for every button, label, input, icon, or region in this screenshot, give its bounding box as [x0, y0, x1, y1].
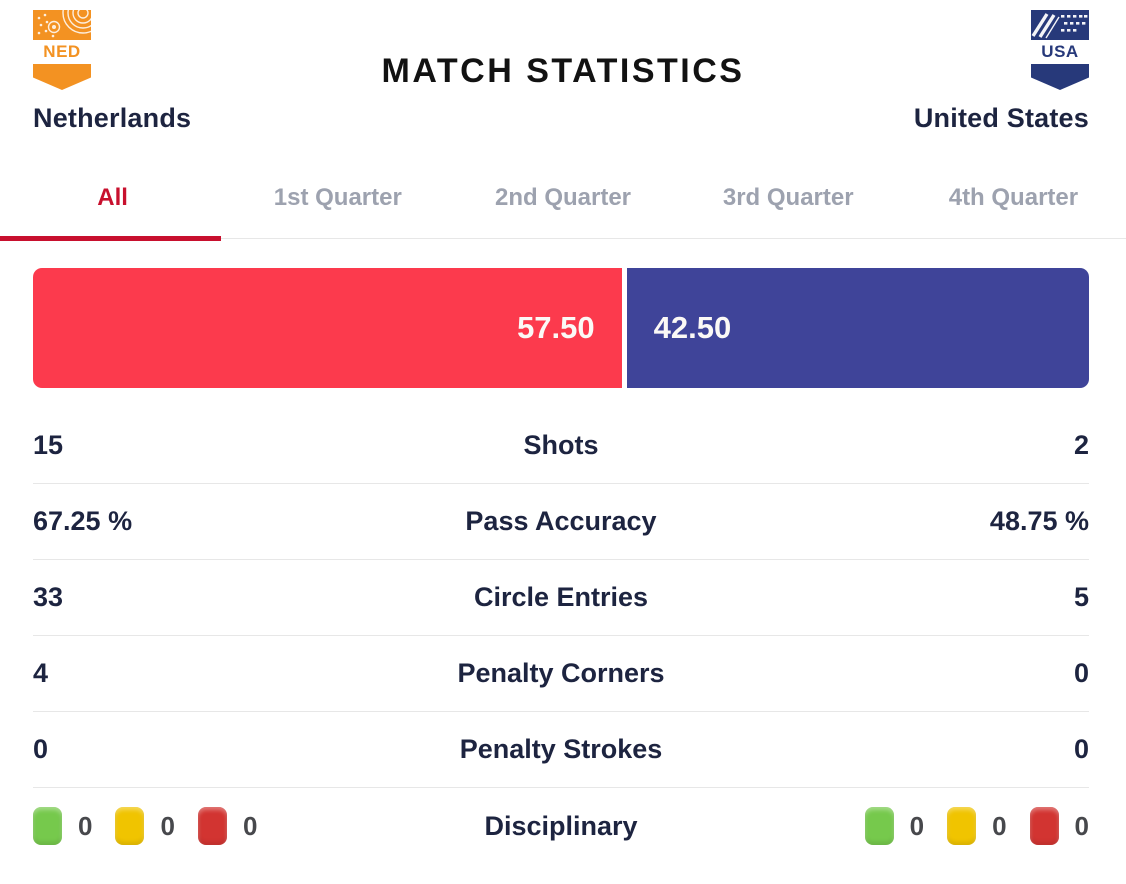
stat-away-value: 0 — [1073, 658, 1089, 688]
usa-badge-ribbon — [1031, 64, 1089, 90]
usa-badge-code: USA — [1031, 40, 1089, 64]
stat-home-value: 33 — [33, 582, 64, 612]
possession-away-segment: 42.50 — [626, 268, 1089, 388]
tab-3rd-quarter[interactable]: 3rd Quarter — [722, 184, 854, 211]
away-team-name: United States — [913, 103, 1089, 133]
away-disciplinary-cards: 0 0 0 — [839, 807, 1089, 845]
stat-away-value: 5 — [1073, 582, 1089, 612]
usa-badge-icon: USA — [1031, 10, 1089, 90]
stat-row-pass-accuracy: 67.25 % Pass Accuracy 48.75 % — [33, 484, 1089, 560]
possession-home-value: 57.50 — [517, 310, 595, 345]
stat-row-penalty-corners: 4 Penalty Corners 0 — [33, 636, 1089, 712]
home-team: NED Netherlands — [33, 10, 191, 134]
yellow-card-icon — [947, 807, 977, 845]
green-card-icon — [864, 807, 894, 845]
home-green-card-pair: 0 — [33, 807, 92, 845]
header: NED Netherlands MATCH STATISTICS — [0, 0, 1126, 140]
usa-badge-pattern — [1031, 10, 1089, 40]
stat-home-value: 4 — [33, 658, 49, 688]
tab-1st-quarter[interactable]: 1st Quarter — [273, 184, 402, 211]
green-card-count: 0 — [909, 810, 925, 841]
stats-list: 15 Shots 2 67.25 % Pass Accuracy 48.75 %… — [33, 408, 1089, 864]
stat-away-value: 48.75 % — [989, 506, 1089, 536]
possession-away-value: 42.50 — [653, 310, 732, 345]
home-disciplinary-cards: 0 0 0 — [33, 807, 283, 845]
possession-home-segment: 57.50 — [33, 268, 622, 388]
tab-2nd-quarter[interactable]: 2nd Quarter — [494, 184, 632, 211]
tab-4th-quarter[interactable]: 4th Quarter — [948, 184, 1079, 211]
stat-label: Disciplinary — [484, 810, 638, 841]
stat-label: Penalty Corners — [457, 658, 665, 688]
ned-badge-code: NED — [33, 40, 91, 64]
red-card-count: 0 — [1074, 810, 1089, 841]
red-card-icon — [1029, 807, 1059, 845]
stat-row-disciplinary: 0 0 0 Disciplinary 0 0 — [33, 788, 1089, 864]
yellow-card-icon — [115, 807, 145, 845]
red-card-icon — [197, 807, 227, 845]
stat-home-value: 15 — [33, 430, 64, 460]
green-card-count: 0 — [78, 810, 93, 841]
stat-away-value: 0 — [1073, 734, 1089, 764]
away-team: USA United States — [914, 10, 1089, 134]
stat-row-circle-entries: 33 Circle Entries 5 — [33, 560, 1089, 636]
yellow-card-count: 0 — [992, 810, 1007, 841]
away-green-card-pair: 0 — [864, 807, 925, 845]
stat-label: Penalty Strokes — [459, 734, 663, 764]
stat-row-shots: 15 Shots 2 — [33, 408, 1089, 484]
yellow-card-count: 0 — [160, 810, 175, 841]
stat-home-value: 67.25 % — [33, 506, 133, 536]
home-yellow-card-pair: 0 — [115, 807, 175, 845]
home-team-name: Netherlands — [33, 103, 192, 133]
home-red-card-pair: 0 — [197, 807, 258, 845]
green-card-icon — [33, 807, 62, 845]
stat-label: Circle Entries — [473, 582, 649, 612]
ned-badge-pattern — [33, 10, 91, 40]
stat-row-penalty-strokes: 0 Penalty Strokes 0 — [33, 712, 1089, 788]
red-card-count: 0 — [242, 810, 258, 841]
stat-label: Pass Accuracy — [465, 506, 657, 536]
quarter-tabs: All 1st Quarter 2nd Quarter 3rd Quarter … — [0, 170, 1126, 241]
away-red-card-pair: 0 — [1029, 807, 1089, 845]
stat-away-value: 2 — [1073, 430, 1089, 460]
away-yellow-card-pair: 0 — [947, 807, 1007, 845]
ned-badge-icon: NED — [33, 10, 91, 90]
tab-all[interactable]: All — [0, 170, 225, 241]
page-title: MATCH STATISTICS — [381, 52, 745, 90]
stat-home-value: 0 — [33, 734, 49, 764]
possession-bar: 57.50 42.50 — [33, 268, 1089, 388]
stat-label: Shots — [523, 430, 599, 460]
